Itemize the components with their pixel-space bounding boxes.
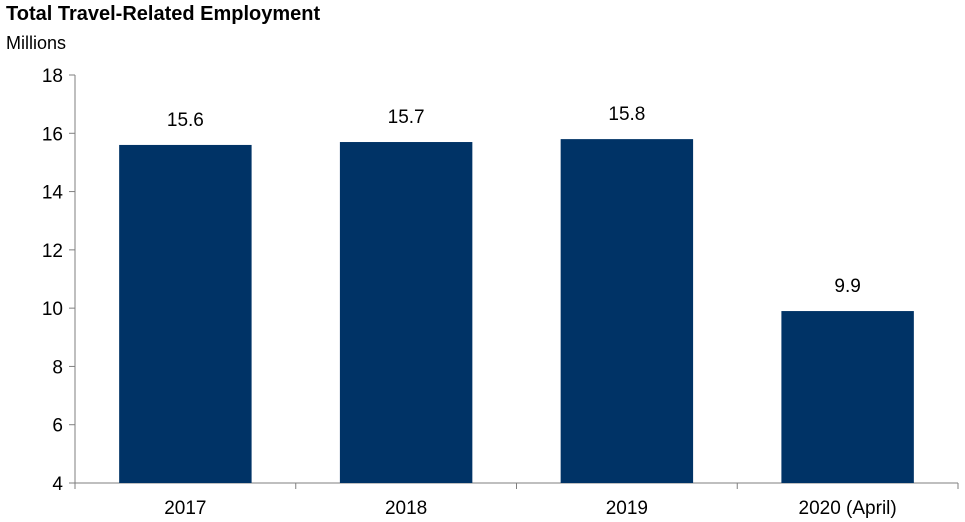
- y-tick-label: 6: [52, 416, 63, 437]
- y-tick-label: 14: [42, 183, 64, 204]
- bar-1: [119, 144, 252, 483]
- y-tick-label: 12: [42, 241, 63, 262]
- chart-subtitle: Millions: [6, 33, 67, 53]
- data-label-1: 15.6: [167, 110, 204, 131]
- x-category-label: 2018: [385, 498, 427, 519]
- bars: [119, 139, 914, 483]
- y-tick-label: 4: [52, 474, 63, 495]
- data-label-2: 15.7: [388, 107, 425, 128]
- y-tick-label: 8: [52, 357, 63, 378]
- data-label-3: 15.8: [608, 104, 645, 125]
- y-tick-label: 10: [42, 299, 63, 320]
- x-category-label: 2019: [606, 498, 648, 519]
- bar-3: [560, 139, 694, 483]
- y-tick-label: 18: [42, 66, 63, 87]
- x-axis: 2017 2018 2019 2020 (April): [74, 482, 959, 519]
- data-labels: 15.6 15.7 15.8 9.9: [167, 104, 861, 297]
- x-category-label: 2020 (April): [799, 498, 897, 519]
- chart-title: Total Travel-Related Employment: [6, 3, 321, 25]
- bar-2: [339, 142, 473, 483]
- x-category-label: 2017: [164, 498, 206, 519]
- data-label-4: 9.9: [834, 276, 860, 297]
- y-axis: 4 6 8 10 12 14 16 18: [42, 66, 76, 495]
- y-tick-label: 16: [42, 124, 63, 145]
- bar-4: [781, 311, 914, 483]
